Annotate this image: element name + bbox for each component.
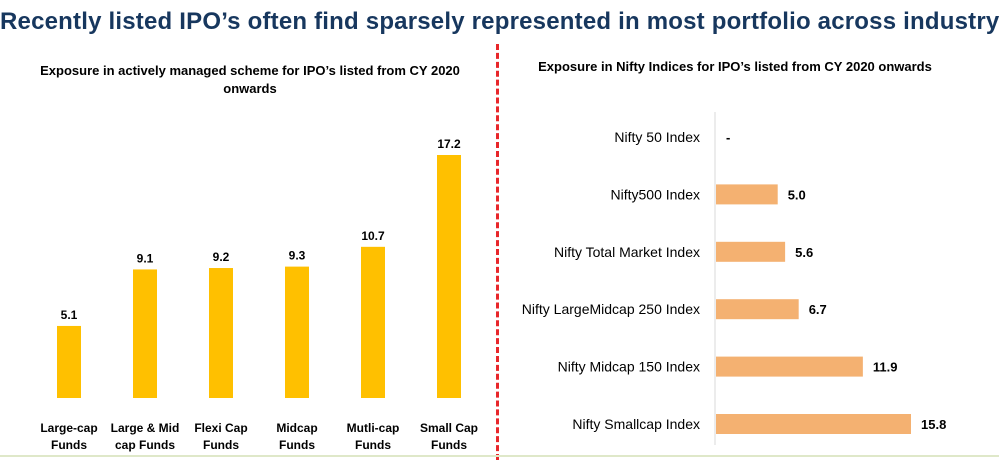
fund-bar	[133, 269, 157, 398]
index-category-label: Nifty 50 Index	[614, 129, 700, 145]
right-chart-title: Exposure in Nifty Indices for IPO’s list…	[538, 59, 932, 74]
fund-category-label: Large-cap	[40, 421, 97, 435]
fund-category-label: Funds	[279, 438, 315, 452]
fund-category-label: Funds	[203, 438, 239, 452]
left-chart-title: Exposure in actively managed scheme for …	[40, 63, 460, 96]
fund-category-label: cap Funds	[115, 438, 175, 452]
fund-category-label: Funds	[355, 438, 391, 452]
fund-bar	[209, 268, 233, 398]
index-category-label: Nifty Total Market Index	[554, 244, 700, 260]
fund-bar	[361, 246, 385, 398]
index-bar-value-label: 11.9	[873, 360, 898, 375]
fund-bar	[57, 325, 81, 398]
index-bar	[716, 184, 778, 205]
index-bar-value-label: 6.7	[809, 302, 827, 317]
fund-bar-value-label: 9.1	[137, 251, 154, 265]
index-category-label: Nifty Midcap 150 Index	[558, 359, 700, 375]
fund-category-label: Large & Mid	[111, 421, 180, 435]
fund-bar-value-label: 5.1	[61, 308, 78, 322]
footer-rule	[0, 455, 999, 457]
fund-bar-value-label: 17.2	[437, 137, 461, 151]
fund-bar-value-label: 9.3	[289, 249, 306, 263]
index-bar	[716, 299, 799, 320]
index-category-label: Nifty500 Index	[611, 186, 701, 202]
fund-bar	[437, 155, 461, 398]
index-bar-value-label: 5.6	[795, 245, 813, 260]
index-category-label: Nifty Smallcap Index	[572, 416, 700, 432]
fund-category-label: Funds	[431, 438, 467, 452]
index-category-label: Nifty LargeMidcap 250 Index	[522, 301, 700, 317]
section-divider	[496, 44, 499, 460]
fund-bar-value-label: 10.7	[361, 229, 385, 243]
fund-category-label: Midcap	[276, 421, 317, 435]
fund-bar	[285, 266, 309, 398]
fund-category-label: Funds	[51, 438, 87, 452]
index-bar-value-label: 15.8	[921, 417, 946, 432]
index-bar	[716, 414, 911, 434]
page-title: Recently listed IPO’s often find sparsel…	[0, 8, 999, 35]
index-bar-value-label: 5.0	[788, 187, 806, 202]
fund-category-label: Flexi Cap	[194, 421, 247, 435]
index-bar	[716, 241, 786, 262]
index-bar	[716, 356, 863, 377]
fund-category-label: Mutli-cap	[347, 421, 400, 435]
fund-bar-value-label: 9.2	[213, 250, 230, 264]
index-bar-value-label: -	[726, 130, 730, 145]
fund-category-label: Small Cap	[420, 421, 478, 435]
